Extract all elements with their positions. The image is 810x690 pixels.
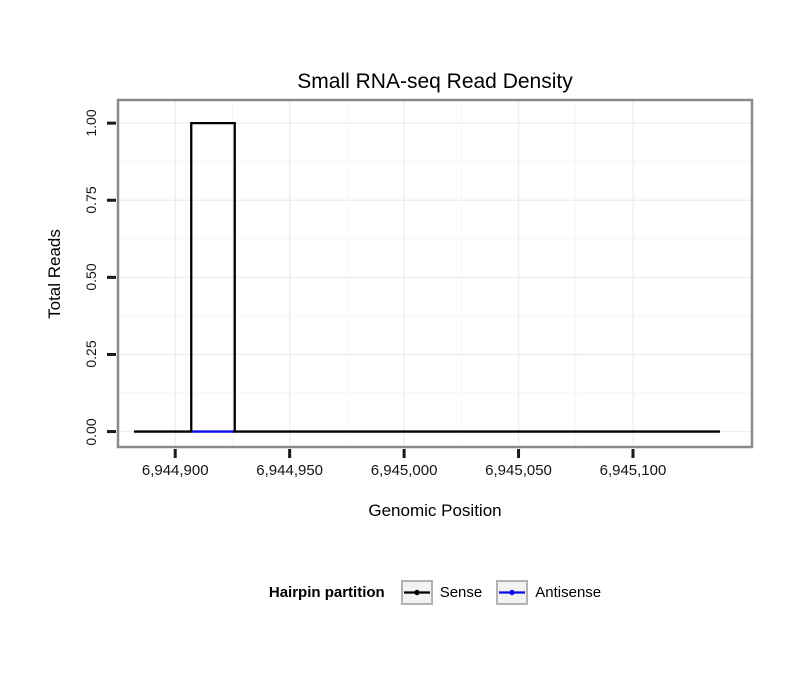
legend-entries: Sense Antisense xyxy=(400,580,601,605)
x-tick-label: 6,945,050 xyxy=(485,462,552,479)
y-tick-label: 0.50 xyxy=(83,263,99,291)
x-tick-label: 6,944,950 xyxy=(256,462,324,479)
y-tick-label: 1.00 xyxy=(83,109,99,137)
y-tick-label: 0.00 xyxy=(83,417,99,446)
legend-entry-antisense: Antisense xyxy=(496,580,601,605)
legend-entry-label: Antisense xyxy=(535,584,602,601)
x-axis-label: Genomic Position xyxy=(368,501,502,520)
panel-border xyxy=(116,98,754,449)
antisense-line-icon xyxy=(496,580,529,605)
legend: Hairpin partition Sense Antisense xyxy=(118,580,752,605)
legend-entry-sense: Sense xyxy=(400,580,483,605)
series-sense xyxy=(134,121,720,433)
x-tick-label: 6,945,100 xyxy=(599,462,667,479)
legend-title: Hairpin partition xyxy=(268,584,385,601)
sense-line-icon xyxy=(400,580,433,605)
x-tick-label: 6,945,000 xyxy=(370,462,438,479)
x-tick-label: 6,944,900 xyxy=(141,462,209,479)
chart-title: Small RNA-seq Read Density xyxy=(297,70,573,93)
legend-entry-label: Sense xyxy=(439,584,483,601)
y-tick-label: 0.75 xyxy=(83,186,99,214)
y-tick-label: 0.25 xyxy=(83,340,99,369)
plot-panel xyxy=(118,100,752,447)
y-axis-label: Total Reads xyxy=(45,229,64,319)
